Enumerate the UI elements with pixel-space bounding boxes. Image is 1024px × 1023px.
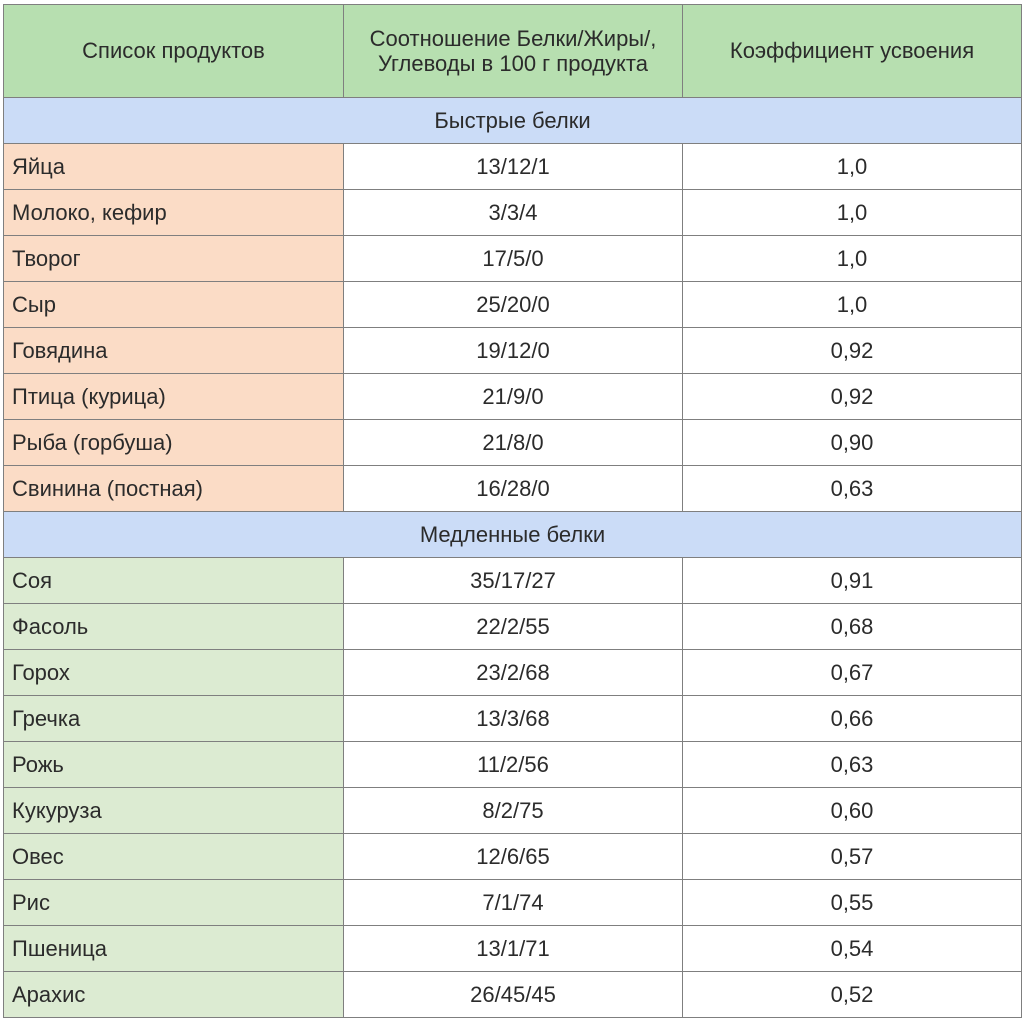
table-row: Соя 35/17/27 0,91 — [3, 557, 1022, 604]
header-products: Список продуктов — [3, 4, 344, 98]
product-coefficient: 0,68 — [682, 603, 1022, 650]
table-row: Гречка 13/3/68 0,66 — [3, 695, 1022, 742]
table-row: Птица (курица) 21/9/0 0,92 — [3, 373, 1022, 420]
product-name: Творог — [3, 235, 344, 282]
table-row: Рыба (горбуша) 21/8/0 0,90 — [3, 419, 1022, 466]
product-coefficient: 0,63 — [682, 465, 1022, 512]
product-name: Овес — [3, 833, 344, 880]
product-ratio: 22/2/55 — [343, 603, 683, 650]
section-fast-title: Быстрые белки — [3, 97, 1022, 144]
product-coefficient: 0,52 — [682, 971, 1022, 1018]
header-coefficient: Коэффициент усвоения — [682, 4, 1022, 98]
product-name: Арахис — [3, 971, 344, 1018]
product-ratio: 25/20/0 — [343, 281, 683, 328]
product-ratio: 13/12/1 — [343, 143, 683, 190]
product-coefficient: 0,92 — [682, 327, 1022, 374]
product-name: Молоко, кефир — [3, 189, 344, 236]
section-fast-row: Быстрые белки — [3, 97, 1022, 144]
product-ratio: 13/1/71 — [343, 925, 683, 972]
product-name: Говядина — [3, 327, 344, 374]
product-coefficient: 0,66 — [682, 695, 1022, 742]
header-ratio: Соотношение Белки/Жиры/, Углеводы в 100 … — [343, 4, 683, 98]
product-coefficient: 1,0 — [682, 281, 1022, 328]
product-ratio: 35/17/27 — [343, 557, 683, 604]
product-name: Соя — [3, 557, 344, 604]
table-row: Фасоль 22/2/55 0,68 — [3, 603, 1022, 650]
product-coefficient: 0,92 — [682, 373, 1022, 420]
product-name: Сыр — [3, 281, 344, 328]
product-coefficient: 0,91 — [682, 557, 1022, 604]
product-ratio: 26/45/45 — [343, 971, 683, 1018]
product-name: Птица (курица) — [3, 373, 344, 420]
product-ratio: 7/1/74 — [343, 879, 683, 926]
product-ratio: 12/6/65 — [343, 833, 683, 880]
product-name: Фасоль — [3, 603, 344, 650]
product-coefficient: 0,57 — [682, 833, 1022, 880]
table-row: Сыр 25/20/0 1,0 — [3, 281, 1022, 328]
product-coefficient: 0,90 — [682, 419, 1022, 466]
table-row: Свинина (постная) 16/28/0 0,63 — [3, 465, 1022, 512]
product-ratio: 23/2/68 — [343, 649, 683, 696]
product-coefficient: 0,60 — [682, 787, 1022, 834]
table-row: Творог 17/5/0 1,0 — [3, 235, 1022, 282]
product-name: Рожь — [3, 741, 344, 788]
section-slow-row: Медленные белки — [3, 511, 1022, 558]
product-ratio: 21/9/0 — [343, 373, 683, 420]
product-coefficient: 0,54 — [682, 925, 1022, 972]
product-ratio: 17/5/0 — [343, 235, 683, 282]
table-row: Рис 7/1/74 0,55 — [3, 879, 1022, 926]
product-name: Яйца — [3, 143, 344, 190]
product-coefficient: 1,0 — [682, 143, 1022, 190]
protein-table: Список продуктов Соотношение Белки/Жиры/… — [3, 4, 1022, 1018]
product-coefficient: 1,0 — [682, 235, 1022, 282]
product-name: Горох — [3, 649, 344, 696]
product-name: Свинина (постная) — [3, 465, 344, 512]
table-row: Овес 12/6/65 0,57 — [3, 833, 1022, 880]
product-ratio: 21/8/0 — [343, 419, 683, 466]
product-ratio: 11/2/56 — [343, 741, 683, 788]
product-ratio: 8/2/75 — [343, 787, 683, 834]
table-row: Молоко, кефир 3/3/4 1,0 — [3, 189, 1022, 236]
product-name: Гречка — [3, 695, 344, 742]
product-ratio: 19/12/0 — [343, 327, 683, 374]
product-coefficient: 1,0 — [682, 189, 1022, 236]
product-ratio: 3/3/4 — [343, 189, 683, 236]
table-row: Яйца 13/12/1 1,0 — [3, 143, 1022, 190]
table-row: Арахис 26/45/45 0,52 — [3, 971, 1022, 1018]
product-name: Пшеница — [3, 925, 344, 972]
product-name: Рыба (горбуша) — [3, 419, 344, 466]
product-ratio: 13/3/68 — [343, 695, 683, 742]
product-coefficient: 0,63 — [682, 741, 1022, 788]
section-slow-title: Медленные белки — [3, 511, 1022, 558]
table-row: Горох 23/2/68 0,67 — [3, 649, 1022, 696]
product-name: Кукуруза — [3, 787, 344, 834]
header-ratio-line1: Соотношение Белки/Жиры/, — [369, 25, 657, 51]
table-row: Рожь 11/2/56 0,63 — [3, 741, 1022, 788]
table-row: Пшеница 13/1/71 0,54 — [3, 925, 1022, 972]
header-ratio-line2: Углеводы в 100 г продукта — [378, 51, 648, 76]
table-header-row: Список продуктов Соотношение Белки/Жиры/… — [3, 4, 1022, 98]
product-coefficient: 0,67 — [682, 649, 1022, 696]
table-body: Быстрые белки Яйца 13/12/1 1,0 Молоко, к… — [3, 97, 1022, 1018]
product-coefficient: 0,55 — [682, 879, 1022, 926]
product-name: Рис — [3, 879, 344, 926]
table-row: Кукуруза 8/2/75 0,60 — [3, 787, 1022, 834]
table-row: Говядина 19/12/0 0,92 — [3, 327, 1022, 374]
product-ratio: 16/28/0 — [343, 465, 683, 512]
